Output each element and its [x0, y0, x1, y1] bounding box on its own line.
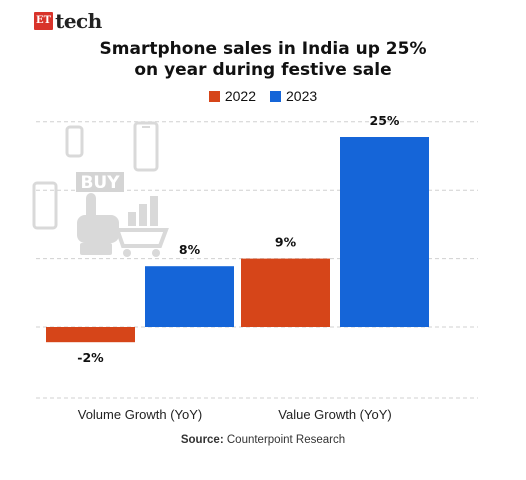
legend-swatch-2023 — [270, 90, 281, 102]
bar-labels-group: -2% 8% 9% 25% — [77, 113, 400, 365]
legend-item-2022: 2022 — [208, 88, 256, 104]
data-label-2023-value: 25% — [370, 113, 400, 128]
brand-name: tech — [55, 9, 102, 33]
bars-group — [46, 137, 429, 343]
category-label: Value Growth (YoY) — [278, 407, 391, 422]
legend-item-2023: 2023 — [270, 88, 317, 104]
data-label-2023-volume: 8% — [179, 242, 201, 257]
buy-text: BUY — [80, 173, 120, 193]
bar-2023-volume — [145, 266, 234, 327]
bar-2023-value — [340, 137, 429, 327]
bar-2022-value — [241, 258, 330, 327]
shopping-cart-icon — [108, 224, 169, 257]
source-text: Counterpoint Research — [226, 434, 346, 446]
chart-legend: 2022 2023 — [0, 88, 526, 104]
bar-growth-icon — [128, 196, 158, 226]
legend-swatch-2022 — [208, 90, 220, 102]
hand-pointer-icon — [77, 193, 119, 255]
brand-logo: ET tech — [34, 9, 102, 33]
legend-label-2022: 2022 — [224, 88, 256, 104]
shopping-illustration: BUY — [32, 121, 169, 257]
source-note: Source: Counterpoint Research — [0, 434, 526, 446]
source-label: Source: — [180, 434, 224, 446]
chart-title-line2: on year during festive sale — [134, 60, 392, 80]
brand-badge: ET — [34, 12, 54, 30]
phone-icon — [65, 125, 84, 158]
category-label: Volume Growth (YoY) — [78, 407, 203, 422]
legend-label-2023: 2023 — [286, 88, 318, 104]
phone-icon — [133, 121, 159, 172]
buy-sign: BUY — [76, 172, 124, 193]
data-label-2022-value: 9% — [275, 235, 297, 250]
phone-icon — [32, 181, 58, 230]
category-labels-group: Volume Growth (YoY) Value Growth (YoY) — [78, 407, 392, 422]
chart-title-line1: Smartphone sales in India up 25% — [99, 39, 427, 59]
data-label-2022-volume: -2% — [77, 350, 104, 365]
bar-2022-volume — [46, 327, 135, 343]
